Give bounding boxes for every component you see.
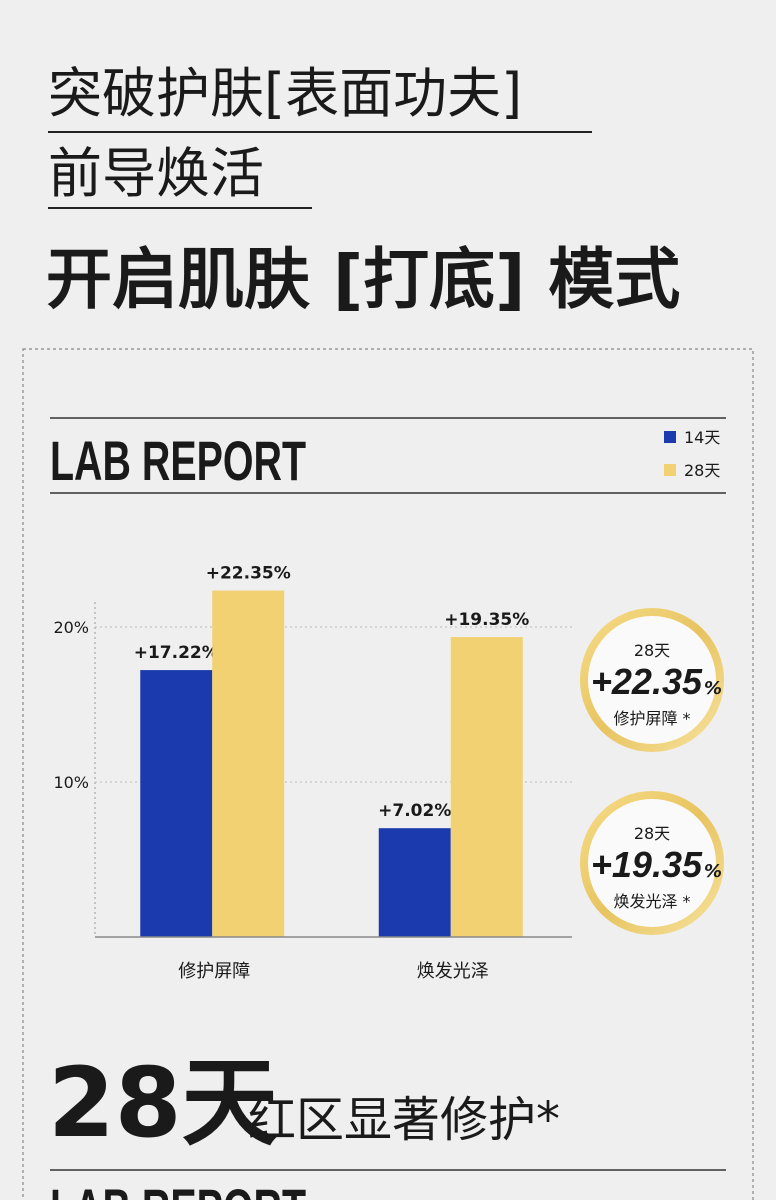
dotted-frame [22, 348, 754, 1200]
header-line2: 前导焕活 [48, 142, 264, 205]
x-tick-label: 焕发光泽 [417, 961, 489, 982]
header-line1: 突破护肤[表面功夫] [48, 62, 522, 125]
bar [378, 828, 451, 937]
legend-swatch [664, 431, 676, 443]
bar [450, 637, 523, 937]
callout-label: 焕发光泽 * [613, 892, 690, 911]
value-label: +7.02% [378, 801, 451, 821]
callout-unit: % [704, 861, 722, 882]
footer-text: 红区显著修护* [248, 1092, 560, 1148]
legend-label: 28天 [684, 461, 720, 480]
legend-swatch [664, 464, 676, 476]
callout-value: +19.35 [591, 844, 703, 885]
chart: 10% 20% 修护屏障 +17.22% +22.35% 焕发光泽 +7.02% +19.35… [53, 428, 720, 982]
callout-value: +22.35 [591, 661, 703, 702]
value-label: +22.35% [206, 564, 291, 584]
callout-period: 28天 [634, 641, 670, 660]
callout-label: 修护屏障 * [613, 709, 690, 728]
y-tick-label: 10% [53, 773, 89, 792]
footer-days: 28天 [48, 1047, 278, 1159]
x-tick-label: 修护屏障 [178, 961, 250, 982]
value-label: +19.35% [444, 610, 529, 630]
legend-label: 14天 [684, 428, 720, 447]
y-tick-label: 20% [53, 618, 89, 637]
bar [212, 590, 285, 937]
next-report-title: LAB REPORT [50, 1177, 306, 1200]
value-label: +17.22% [134, 643, 219, 663]
callouts: 28天+22.35 %修护屏障 *28天+19.35 %焕发光泽 * [580, 608, 724, 935]
callout-disc [588, 799, 716, 927]
bar [140, 670, 213, 937]
callout-disc [588, 616, 716, 744]
headline: 开启肌肤 [打底] 模式 [46, 241, 680, 318]
callout-period: 28天 [634, 824, 670, 843]
report-title: LAB REPORT [50, 429, 306, 492]
callout-unit: % [704, 678, 722, 699]
